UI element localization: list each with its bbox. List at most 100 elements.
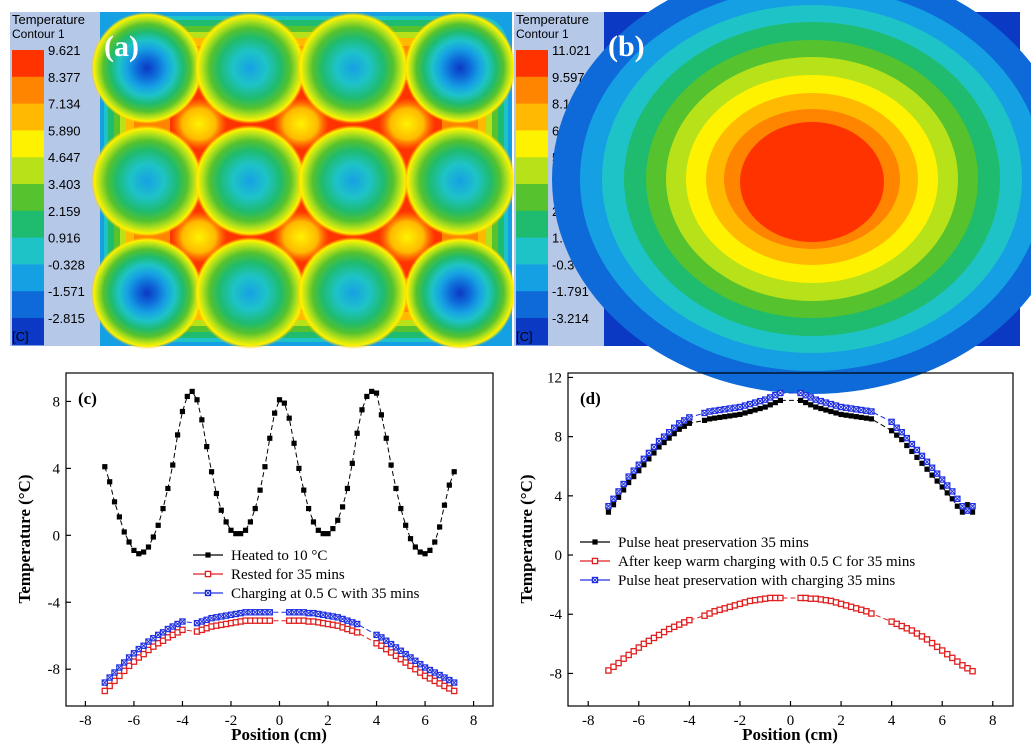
series-3-point-cross: [716, 407, 723, 413]
series-1-point: [102, 464, 108, 470]
series-3-point: [635, 461, 642, 468]
legend-label-1: Pulse heat preservation 35 mins: [618, 535, 809, 551]
series-3-point-cross: [777, 390, 784, 396]
legend-a-color-swatch: [12, 291, 44, 319]
y-tick-label: 8: [53, 394, 61, 410]
series-1-point: [818, 405, 824, 412]
series-1-point: [233, 531, 239, 537]
series-1-point: [762, 404, 768, 410]
legend-a-level-label: 4.647: [48, 150, 81, 165]
series-3-point-cross: [929, 464, 936, 471]
series-1-point: [228, 527, 234, 533]
series-1-point: [218, 507, 224, 513]
x-tick-label: 0: [787, 713, 795, 729]
series-3-point: [716, 406, 723, 414]
chart-c-panel-label: (c): [78, 389, 97, 408]
series-1-point: [924, 466, 930, 472]
series-1-point: [944, 490, 950, 496]
chart-c-x-axis-label: Position (cm): [231, 725, 327, 744]
series-1-point: [194, 397, 200, 403]
x-tick-label: 0: [276, 713, 284, 729]
series-3-point-cross: [888, 418, 895, 425]
hot-spot: [379, 211, 435, 263]
legend-a-subtitle: Contour 1: [12, 27, 65, 41]
series-3-point-cross: [843, 404, 850, 411]
series-3-point-cross: [726, 405, 733, 412]
series-1-point: [651, 450, 657, 456]
panel-label-b: (b): [608, 30, 645, 63]
series-1-point: [412, 544, 418, 550]
series-3-point: [954, 495, 961, 503]
legend-b-title: Temperature: [516, 12, 589, 27]
series-2-point: [615, 659, 622, 667]
series-1-point: [170, 462, 176, 468]
series-3-point-cross: [651, 444, 657, 450]
series-1-point: [272, 410, 278, 416]
legend-b-subtitle: Contour 1: [516, 27, 569, 41]
series-1-point: [349, 460, 355, 466]
series-1-point: [131, 547, 137, 553]
series-1-point: [631, 474, 637, 480]
legend-b-color-swatch: [516, 130, 548, 158]
legend-a-title: Temperature: [12, 12, 85, 27]
series-3-point: [116, 664, 123, 671]
series-1-point: [165, 485, 171, 492]
series-1-point: [398, 505, 404, 512]
series-3-point: [964, 507, 971, 514]
series-3-point: [111, 669, 118, 676]
series-3-point-cross: [838, 404, 845, 410]
series-1-point: [208, 469, 215, 475]
series-1-point: [296, 465, 302, 471]
y-tick-label: -8: [550, 666, 563, 682]
series-1-point: [919, 460, 925, 466]
series-3-point: [837, 403, 845, 411]
series-3-point: [939, 476, 946, 483]
series-3-point-cross: [671, 424, 678, 431]
series-2-point: [630, 647, 637, 655]
series-3-point: [913, 446, 921, 454]
series-1-point: [427, 547, 433, 553]
series-1-point: [373, 390, 380, 396]
legend-a-unit: [C]: [12, 329, 29, 344]
series-3-point-cross: [767, 394, 774, 401]
series-1-point: [378, 412, 384, 418]
series-3-point: [615, 488, 622, 495]
series-2-point: [378, 642, 385, 650]
series-3-point-cross: [853, 406, 860, 413]
battery-cell: [91, 125, 203, 237]
series-1-point: [838, 411, 844, 418]
series-3-point: [949, 488, 956, 495]
series-3-point-cross: [863, 407, 870, 414]
series-3-point: [450, 679, 458, 686]
series-1-point: [175, 432, 181, 438]
series-3-point: [645, 449, 653, 457]
series-3-point-cross: [625, 473, 632, 480]
series-1-point: [858, 414, 864, 420]
legend-label-2: After keep warm charging with 0.5 C for …: [618, 554, 915, 570]
series-3-point-cross: [451, 679, 458, 686]
series-3-point-cross: [893, 424, 900, 431]
series-3-point: [701, 409, 708, 417]
series-3-point: [908, 440, 916, 448]
series-1-point: [747, 408, 753, 415]
series-3-point: [630, 467, 637, 474]
series-1-point: [306, 505, 312, 512]
series-3-point-cross: [635, 461, 642, 468]
series-2-point: [610, 663, 617, 671]
legend-a-level-label: -2.815: [48, 311, 85, 326]
series-3-point: [933, 470, 941, 477]
series-1-point: [315, 527, 321, 533]
series-3-point-cross: [939, 476, 946, 483]
chart-c-legend: Heated to 10 °C Rested for 35 mins Chargin…: [193, 548, 420, 602]
chart-c-plot-area: [101, 388, 458, 695]
series-1-point: [141, 549, 147, 555]
legend-marker-3-cross: [205, 590, 211, 596]
series-3-point-cross: [721, 406, 728, 413]
legend-b-level-label: -3.214: [552, 311, 589, 326]
legend-b-color-swatch: [516, 184, 548, 212]
legend-a-level-label: 2.159: [48, 204, 81, 219]
legend-a-color-swatch: [12, 157, 44, 185]
contour-a-field: [91, 12, 516, 349]
series-3-point: [625, 473, 632, 480]
series-3-point: [756, 397, 764, 405]
